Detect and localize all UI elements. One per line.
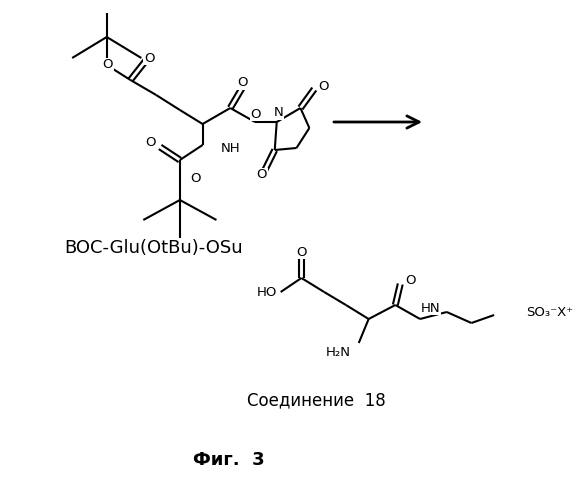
Text: O: O: [102, 58, 113, 71]
Text: O: O: [318, 80, 329, 92]
Text: BOC-Glu(OtBu)-OSu: BOC-Glu(OtBu)-OSu: [64, 239, 242, 257]
Text: NH: NH: [220, 142, 240, 154]
Text: O: O: [405, 274, 416, 286]
Text: Фиг.  3: Фиг. 3: [193, 451, 265, 469]
Text: HO: HO: [256, 286, 277, 298]
Text: Соединение  18: Соединение 18: [247, 391, 385, 409]
Text: O: O: [145, 136, 156, 149]
Text: O: O: [256, 168, 267, 181]
Text: O: O: [251, 108, 261, 120]
Text: O: O: [190, 172, 200, 184]
Text: H₂N: H₂N: [326, 346, 351, 358]
Text: O: O: [237, 76, 248, 90]
Text: SO₃⁻X⁺: SO₃⁻X⁺: [526, 306, 573, 320]
Text: HN: HN: [421, 302, 441, 314]
Text: O: O: [144, 52, 155, 64]
Text: O: O: [296, 246, 307, 258]
Text: N: N: [274, 106, 284, 120]
